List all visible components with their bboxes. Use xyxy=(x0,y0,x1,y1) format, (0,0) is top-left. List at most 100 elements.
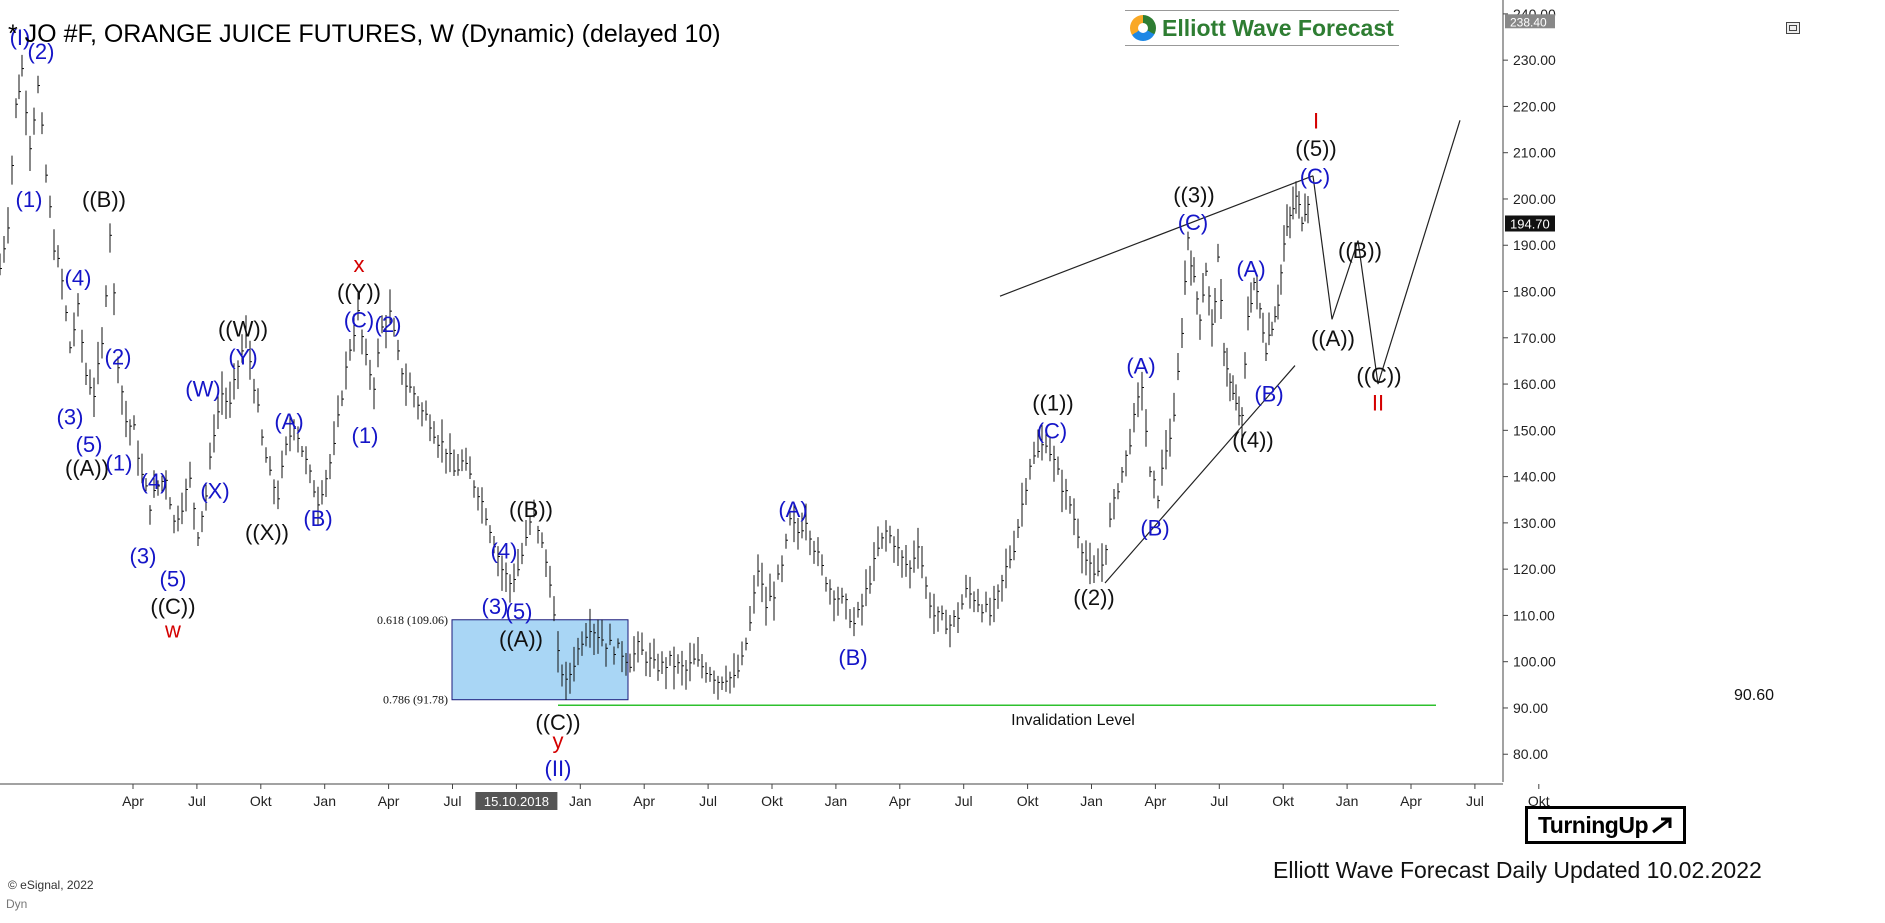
wave-label: ((A)) xyxy=(65,455,109,480)
y-tick-label: 190.00 xyxy=(1513,237,1556,253)
fibonacci-zone xyxy=(451,619,629,701)
top-price-tag xyxy=(1505,14,1555,29)
wave-label: II xyxy=(1372,391,1384,416)
wave-label: w xyxy=(164,617,181,642)
copyright-text: © eSignal, 2022 xyxy=(8,878,94,892)
dynamic-tag: Dyn xyxy=(6,897,28,911)
wave-label: (1) xyxy=(352,423,379,448)
brand-logo: Elliott Wave Forecast xyxy=(1125,10,1399,46)
wave-label: ((Y)) xyxy=(337,280,381,305)
last-price-tag xyxy=(1505,215,1555,232)
wave-label: (4) xyxy=(65,266,92,291)
turningup-label: TurningUp xyxy=(1537,811,1649,838)
y-tick-label: 180.00 xyxy=(1513,284,1556,300)
wave-label: (A) xyxy=(1126,354,1155,379)
wave-label: (1) xyxy=(106,451,133,476)
window-restore-icon[interactable] xyxy=(1786,22,1800,34)
x-tick-label: Jul xyxy=(1210,793,1228,809)
y-tick-label: 220.00 xyxy=(1513,98,1556,114)
x-tick-label: Jan xyxy=(825,793,848,809)
last-price-label: 194.70 xyxy=(1510,216,1550,231)
trend-up-arrow-icon xyxy=(1652,817,1672,834)
wave-label: (1) xyxy=(16,187,43,212)
wave-label: ((C)) xyxy=(1356,363,1401,388)
y-tick-label: 100.00 xyxy=(1513,654,1556,670)
wave-label: (2) xyxy=(375,312,402,337)
x-tick-label: Apr xyxy=(378,793,400,809)
top-price-label: 238.40 xyxy=(1510,15,1547,29)
y-tick-label: 130.00 xyxy=(1513,515,1556,531)
x-tick-label: Jan xyxy=(569,793,592,809)
wave-label: (II) xyxy=(545,756,572,781)
globe-logo-icon xyxy=(1130,15,1156,41)
wave-label: (5) xyxy=(76,432,103,457)
wave-label: (3) xyxy=(482,594,509,619)
x-tick-label: Jan xyxy=(1080,793,1103,809)
wave-label: (X) xyxy=(200,478,229,503)
y-tick-label: 80.00 xyxy=(1513,746,1548,762)
x-tick-label: Apr xyxy=(1145,793,1167,809)
wave-label: ((C)) xyxy=(150,594,195,619)
wave-label: y xyxy=(553,728,564,753)
invalidation-value: 90.60 xyxy=(1734,687,1774,704)
wave-label: (2) xyxy=(28,39,55,64)
wave-label: (I) xyxy=(10,25,31,50)
trendline xyxy=(1104,365,1296,584)
x-tick-label: Jul xyxy=(1466,793,1484,809)
wave-label: ((1)) xyxy=(1032,391,1074,416)
wave-label: x xyxy=(354,252,365,277)
wave-label: (A) xyxy=(1236,256,1265,281)
logo-text: Elliott Wave Forecast xyxy=(1162,14,1394,41)
wave-label: ((W)) xyxy=(218,317,268,342)
y-tick-label: 120.00 xyxy=(1513,561,1556,577)
wave-label: (5) xyxy=(506,599,533,624)
y-tick-label: 140.00 xyxy=(1513,469,1556,485)
wave-label: ((A)) xyxy=(499,627,543,652)
x-tick-label: Apr xyxy=(122,793,144,809)
wave-label: (C) xyxy=(1300,164,1331,189)
x-tick-label: Okt xyxy=(1017,793,1039,809)
x-tick-highlight xyxy=(475,792,558,810)
y-tick-label: 230.00 xyxy=(1513,52,1556,68)
invalidation-text: Invalidation Level xyxy=(1011,712,1135,729)
wave-label: ((4)) xyxy=(1232,428,1274,453)
wave-label: ((3)) xyxy=(1173,182,1215,207)
x-tick-label: 15.10.2018 xyxy=(484,794,549,809)
wave-label: ((B)) xyxy=(509,497,553,522)
x-tick-label: Jan xyxy=(313,793,336,809)
wave-label: (4) xyxy=(141,469,168,494)
wave-label: (5) xyxy=(160,566,187,591)
chart-title: * JO #F, ORANGE JUICE FUTURES, W (Dynami… xyxy=(8,20,721,48)
wave-label: (3) xyxy=(130,543,157,568)
wave-label: (2) xyxy=(105,344,132,369)
y-tick-label: 170.00 xyxy=(1513,330,1556,346)
wave-label: (B) xyxy=(1254,381,1283,406)
wave-label: (C) xyxy=(1178,210,1209,235)
wave-label: ((2)) xyxy=(1073,585,1115,610)
y-tick-label: 160.00 xyxy=(1513,376,1556,392)
x-tick-label: Okt xyxy=(1272,793,1294,809)
wave-label: (A) xyxy=(778,497,807,522)
wave-label: (C) xyxy=(344,307,375,332)
x-tick-label: Okt xyxy=(761,793,783,809)
x-tick-label: Okt xyxy=(250,793,272,809)
x-tick-label: Jan xyxy=(1336,793,1359,809)
wave-label: (W) xyxy=(185,377,220,402)
y-tick-label: 110.00 xyxy=(1513,607,1555,623)
x-tick-label: Jul xyxy=(188,793,206,809)
y-tick-label: 210.00 xyxy=(1513,145,1556,161)
wave-label: I xyxy=(1313,108,1319,133)
projection-path xyxy=(1312,120,1461,385)
x-tick-label: Okt xyxy=(1528,793,1550,809)
wave-label: ((B)) xyxy=(82,187,126,212)
trendline xyxy=(999,175,1314,297)
wave-label: (4) xyxy=(491,539,518,564)
y-tick-label: 90.00 xyxy=(1513,700,1548,716)
y-tick-label: 150.00 xyxy=(1513,422,1556,438)
wave-label: (B) xyxy=(838,645,867,670)
wave-label: (3) xyxy=(57,404,84,429)
wave-label: ((A)) xyxy=(1311,326,1355,351)
